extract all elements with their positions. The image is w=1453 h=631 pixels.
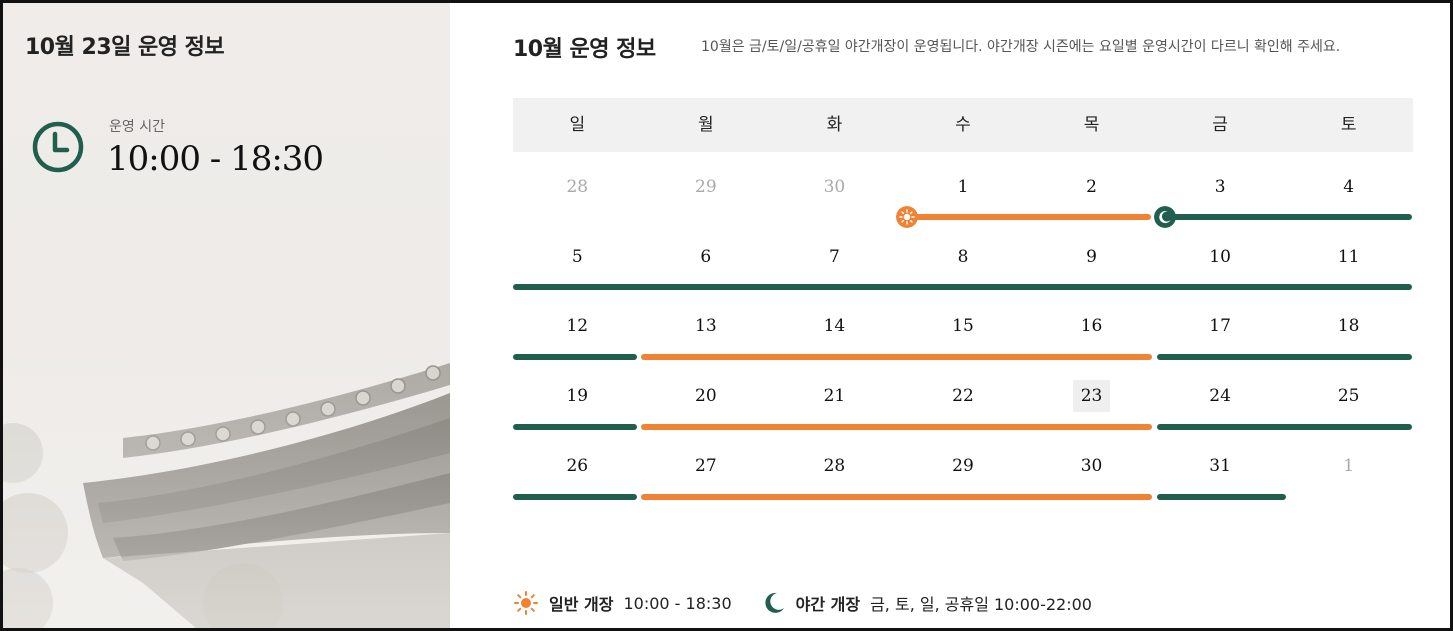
calendar-day[interactable]: 6	[700, 247, 712, 267]
calendar-day[interactable]: 2	[1086, 177, 1097, 197]
calendar-day[interactable]: 19	[566, 386, 589, 406]
month-title: 10월 운영 정보	[513, 37, 656, 62]
calendar-day[interactable]: 16	[1080, 316, 1103, 336]
calendar-day[interactable]: 3	[1214, 177, 1226, 197]
today-title: 10월 23일 운영 정보	[25, 35, 225, 60]
calendar-day[interactable]: 30	[1080, 456, 1103, 476]
night-hours-bar	[1157, 494, 1286, 500]
moon-icon	[1154, 206, 1176, 228]
calendar-day[interactable]: 1	[957, 177, 969, 197]
calendar-day[interactable]: 12	[566, 316, 589, 336]
calendar-day[interactable]: 11	[1337, 247, 1360, 267]
legend-night: 야간 개장 금, 토, 일, 공휴일 10:00-22:00	[762, 591, 1092, 615]
calendar-day[interactable]: 22	[952, 386, 974, 406]
today-info-panel: 10월 23일 운영 정보 운영 시간 10:00 - 18:30	[3, 3, 450, 628]
calendar-day[interactable]: 29	[952, 456, 974, 476]
legend-night-value: 금, 토, 일, 공휴일 10:00-22:00	[870, 595, 1092, 614]
calendar-day[interactable]: 7	[828, 247, 840, 267]
calendar-day[interactable]: 31	[1209, 456, 1231, 476]
calendar-day[interactable]: 17	[1209, 316, 1231, 336]
regular-hours-bar	[907, 214, 1151, 220]
weekday-wed: 수	[955, 115, 971, 135]
sun-icon	[896, 206, 918, 228]
night-hours-bar	[1157, 354, 1412, 360]
calendar-day[interactable]: 25	[1337, 386, 1360, 406]
calendar-day-today[interactable]: 23	[1027, 380, 1156, 412]
night-hours-bar	[513, 354, 637, 360]
calendar-day[interactable]: 4	[1343, 177, 1355, 197]
calendar-day[interactable]: 20	[695, 386, 717, 406]
weekday-mon: 월	[698, 115, 714, 135]
calendar-day[interactable]: 10	[1209, 247, 1231, 267]
night-hours-bar	[1157, 424, 1412, 430]
legend-night-label: 야간 개장	[795, 595, 861, 614]
legend: 일반 개장 10:00 - 18:30 야간 개장 금, 토, 일, 공휴일 1…	[513, 588, 1122, 618]
weekday-thu: 목	[1083, 115, 1100, 135]
legend-regular: 일반 개장 10:00 - 18:30	[513, 590, 732, 616]
night-hours-bar	[513, 424, 637, 430]
calendar-day[interactable]: 28	[823, 456, 846, 476]
calendar-day[interactable]: 5	[571, 247, 583, 267]
sun-icon	[514, 591, 538, 615]
calendar-day[interactable]: 21	[823, 386, 846, 406]
hours-value: 10:00 - 18:30	[107, 139, 324, 179]
weekday-header: 일 월 화 수 목 금 토	[513, 98, 1413, 152]
legend-regular-value: 10:00 - 18:30	[623, 593, 732, 613]
month-notice: 10월은 금/토/일/공휴일 야간개장이 운영됩니다. 야간개장 시즌에는 요일…	[701, 39, 1341, 55]
night-hours-bar	[513, 494, 637, 500]
weekday-sun: 일	[569, 115, 586, 135]
night-hours-bar	[513, 284, 1412, 290]
calendar-day[interactable]: 9	[1086, 247, 1097, 267]
clock-icon	[32, 121, 84, 173]
weekday-tue: 화	[826, 115, 843, 135]
regular-hours-bar	[641, 494, 1152, 500]
calendar-day[interactable]: 18	[1337, 316, 1360, 336]
calendar-day[interactable]: 30	[823, 177, 846, 197]
calendar-day[interactable]: 8	[957, 247, 969, 267]
calendar-day[interactable]: 27	[695, 456, 717, 476]
legend-regular-label: 일반 개장	[549, 595, 614, 614]
weekday-fri: 금	[1212, 115, 1228, 135]
calendar-day[interactable]: 15	[952, 316, 974, 336]
calendar-day[interactable]: 13	[695, 316, 717, 336]
calendar-day[interactable]: 26	[566, 456, 589, 476]
calendar-day[interactable]: 24	[1209, 386, 1231, 406]
regular-hours-bar	[641, 424, 1152, 430]
weekday-sat: 토	[1340, 115, 1357, 135]
calendar-day[interactable]: 14	[823, 316, 846, 336]
night-hours-bar	[1165, 214, 1412, 220]
regular-hours-bar	[641, 354, 1152, 360]
calendar-day[interactable]: 29	[695, 177, 717, 197]
moon-icon	[765, 592, 784, 613]
palace-roof-image	[3, 333, 450, 628]
calendar-day[interactable]: 28	[566, 177, 589, 197]
hours-label: 운영 시간	[109, 119, 165, 135]
calendar-day[interactable]: 1	[1343, 456, 1355, 476]
